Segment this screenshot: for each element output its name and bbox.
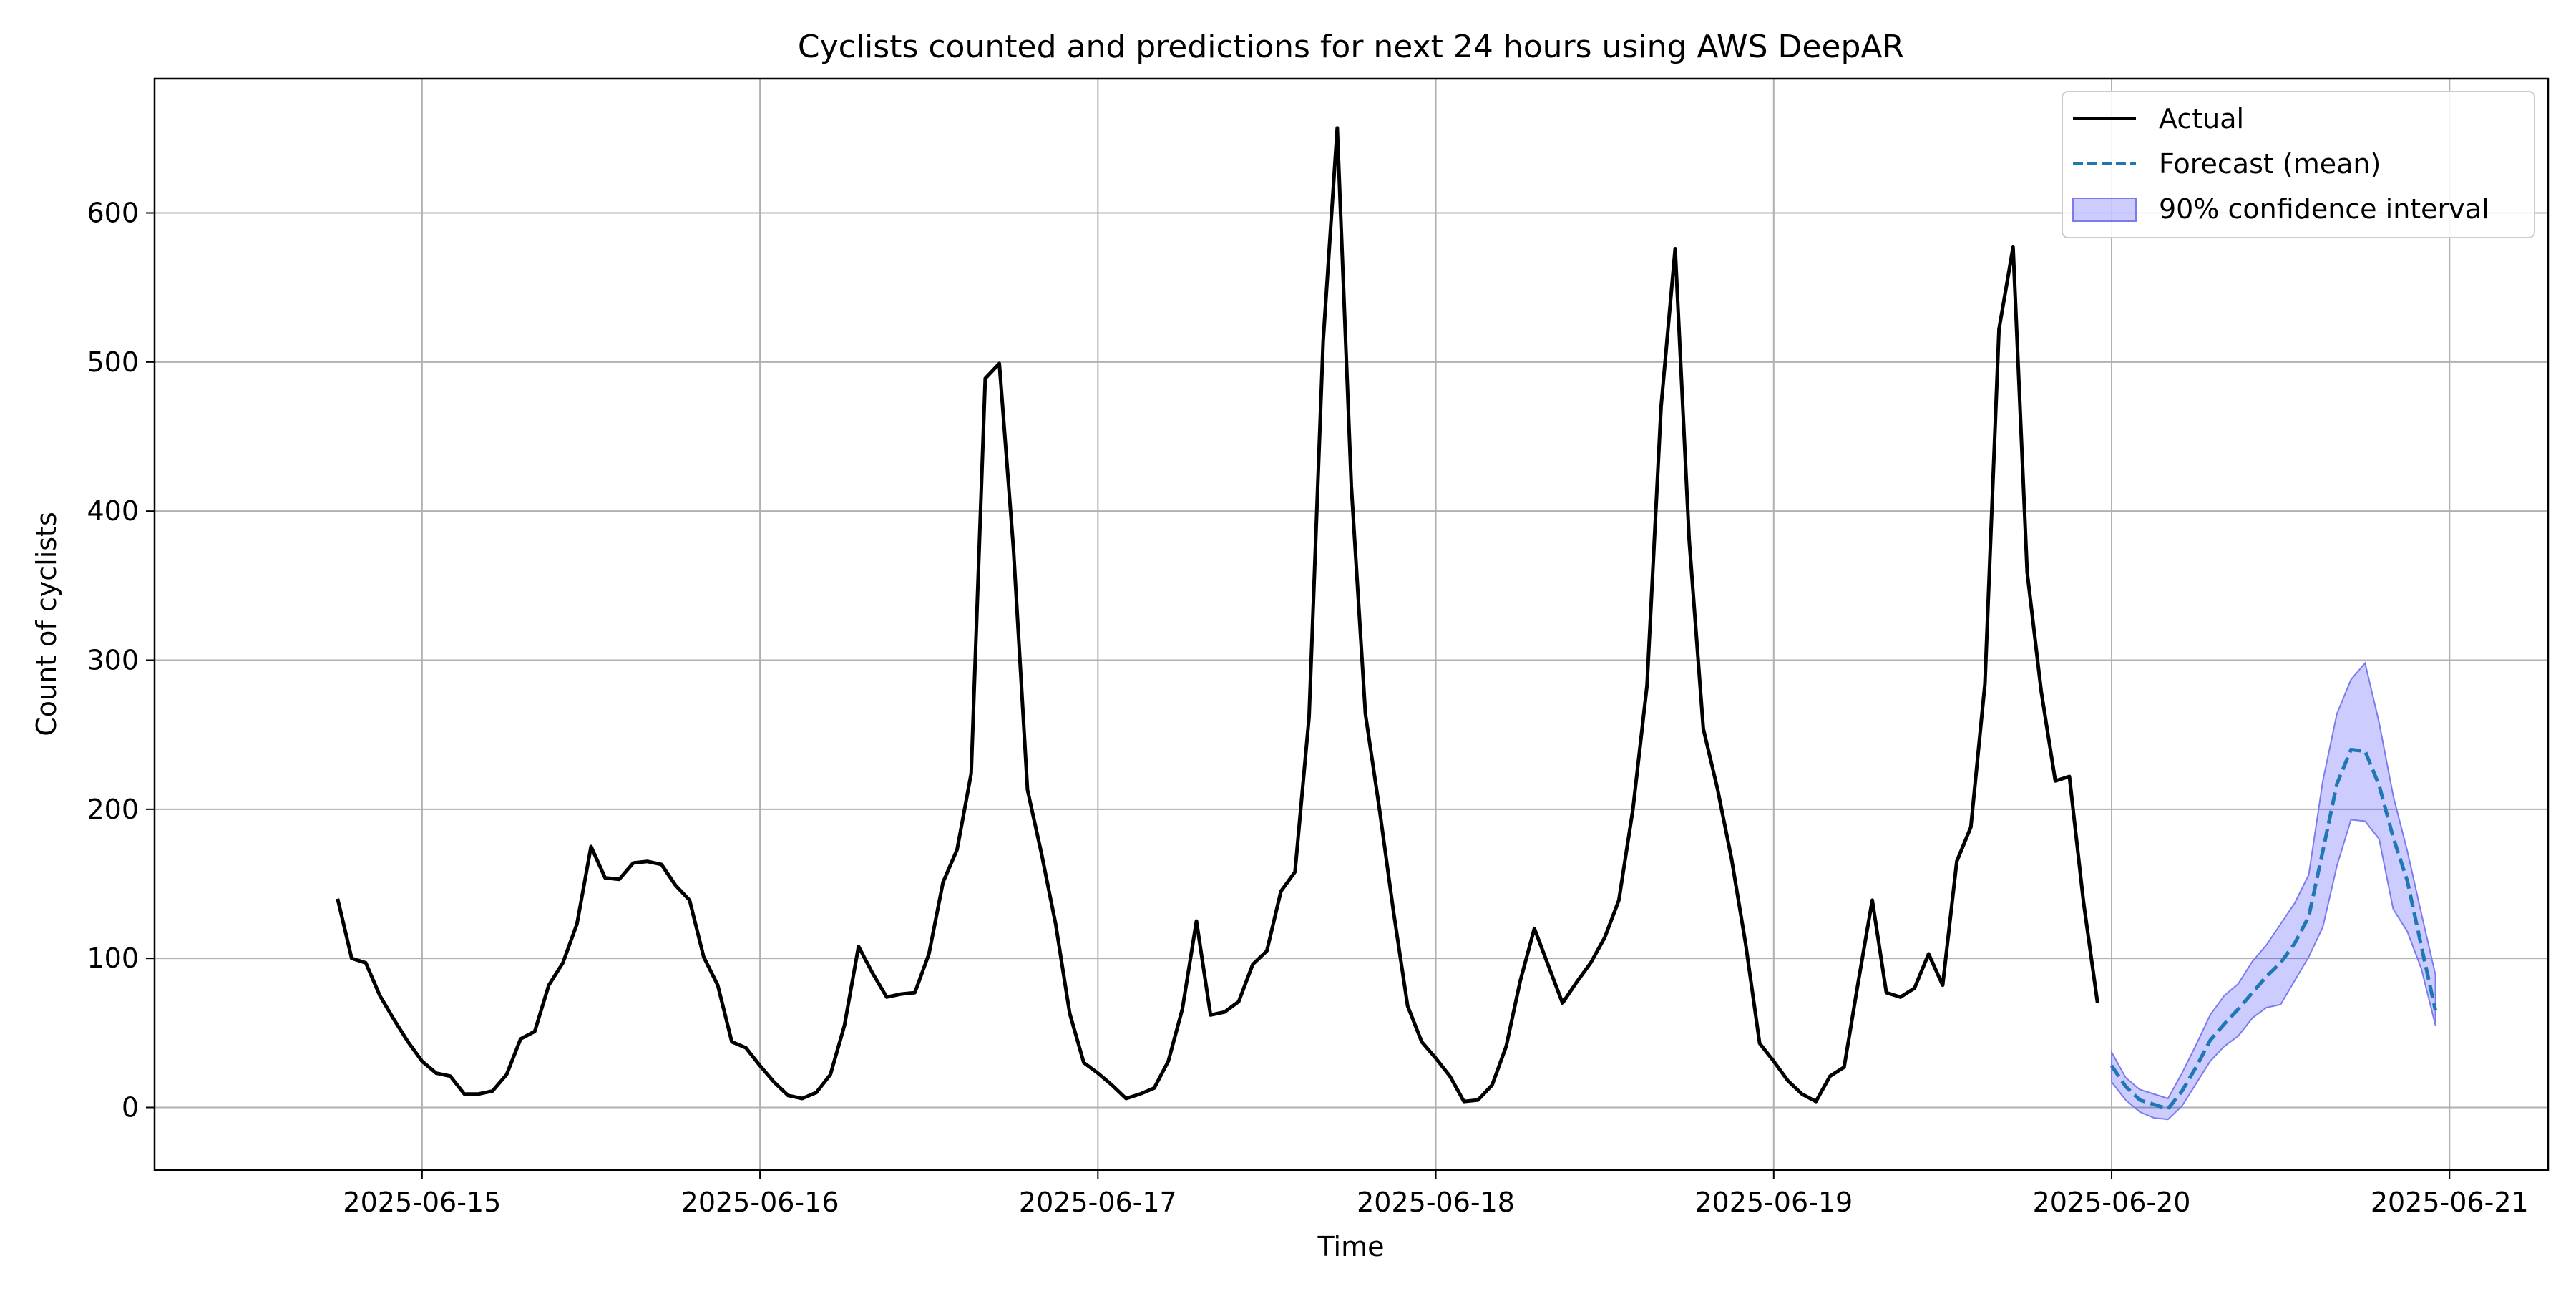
y-axis-ticks: 0 100 200 300 400 500 600 (87, 198, 155, 1124)
x-tick-label: 2025-06-15 (343, 1187, 501, 1218)
y-tick-label: 0 (122, 1092, 139, 1124)
x-tick-label: 2025-06-16 (681, 1187, 839, 1218)
y-tick-label: 500 (87, 346, 139, 378)
x-tick-label: 2025-06-21 (2371, 1187, 2529, 1218)
y-tick-label: 300 (87, 645, 139, 676)
x-tick-label: 2025-06-17 (1019, 1187, 1177, 1218)
x-tick-label: 2025-06-19 (1694, 1187, 1853, 1218)
chart-title: Cyclists counted and predictions for nex… (798, 29, 1904, 65)
legend-label-forecast: Forecast (mean) (2159, 148, 2381, 180)
series-layer (336, 126, 2438, 1111)
y-tick-label: 200 (87, 794, 139, 825)
legend-box (2062, 91, 2535, 238)
x-axis-ticks: 2025-06-15 2025-06-16 2025-06-17 2025-06-18… (343, 1170, 2529, 1218)
grid-lines (155, 79, 2548, 1170)
actual-line (336, 126, 2099, 1104)
y-tick-label: 100 (87, 942, 139, 974)
x-tick-label: 2025-06-20 (2033, 1187, 2191, 1218)
x-axis-label: Time (1317, 1231, 1385, 1262)
legend-label-actual: Actual (2159, 103, 2244, 135)
y-axis-label: Count of cyclists (31, 512, 62, 736)
legend: Actual Forecast (mean) 90% confidence in… (2062, 91, 2535, 238)
forecast-line (2109, 748, 2438, 1111)
legend-label-confidence: 90% confidence interval (2159, 193, 2489, 225)
y-tick-label: 600 (87, 198, 139, 229)
x-tick-label: 2025-06-18 (1357, 1187, 1515, 1218)
legend-swatch-confidence (2072, 198, 2137, 222)
confidence-band (2111, 661, 2436, 1121)
plot-frame (153, 77, 2550, 1171)
y-tick-label: 400 (87, 495, 139, 527)
confidence-band-layer (2111, 661, 2436, 1121)
